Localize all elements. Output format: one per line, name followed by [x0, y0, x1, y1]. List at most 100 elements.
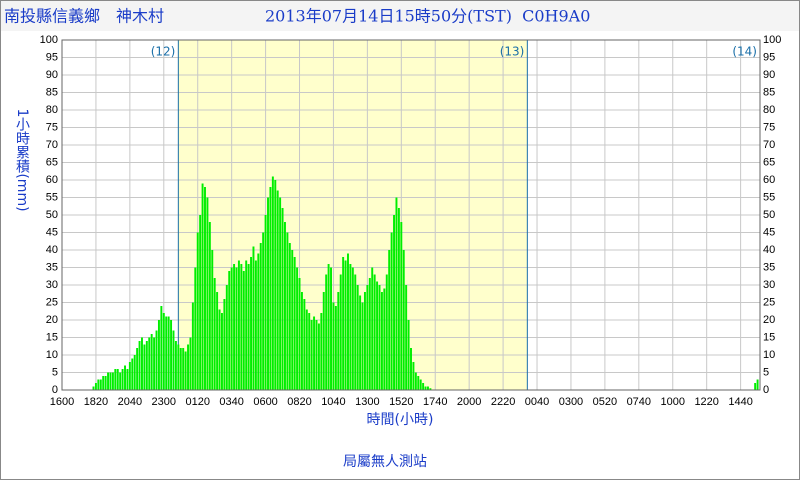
bar — [94, 383, 97, 390]
y-tick-label: 10 — [46, 349, 58, 361]
y-tick-label: 95 — [46, 51, 58, 63]
y-tick-label: 65 — [46, 156, 58, 168]
y2-tick-label: 35 — [763, 261, 775, 273]
bar — [412, 362, 415, 390]
y-tick-label: 60 — [46, 174, 58, 186]
bar — [150, 334, 153, 390]
y2-tick-label: 20 — [763, 314, 775, 326]
bar — [414, 372, 417, 390]
bar — [397, 208, 400, 390]
bar — [148, 337, 151, 390]
bar — [223, 299, 226, 390]
y2-tick-label: 80 — [763, 104, 775, 116]
x-tick-label: 1740 — [423, 396, 447, 408]
y-tick-label: 25 — [46, 296, 58, 308]
y2-tick-label: 55 — [763, 191, 775, 203]
bar — [269, 187, 272, 390]
x-tick-label: 2220 — [491, 396, 515, 408]
header-bg — [1, 1, 799, 31]
bar — [250, 257, 253, 390]
bar — [354, 274, 357, 390]
bar — [410, 348, 412, 390]
bar — [393, 215, 396, 390]
bar — [162, 313, 165, 390]
y2-tick-label: 50 — [763, 209, 775, 221]
bar — [322, 292, 325, 390]
bar — [276, 190, 279, 390]
bar — [293, 257, 296, 390]
bar — [320, 313, 323, 390]
bar — [754, 383, 757, 390]
bar — [237, 260, 240, 390]
bar — [267, 197, 269, 390]
bar — [172, 330, 175, 390]
bar — [245, 260, 248, 390]
bar — [230, 267, 233, 390]
bar — [422, 383, 425, 390]
footer: 局屬無人測站 — [343, 454, 427, 470]
bar — [315, 320, 318, 390]
y2-tick-label: 70 — [763, 139, 775, 151]
bar — [109, 372, 112, 390]
y2-tick-label: 0 — [763, 384, 769, 396]
y-tick-label: 55 — [46, 191, 58, 203]
bar — [368, 278, 371, 390]
bar — [133, 355, 136, 390]
x-tick-label: 0820 — [287, 396, 311, 408]
bar — [371, 267, 374, 390]
y2-tick-label: 95 — [763, 51, 775, 63]
y-tick-label: 70 — [46, 139, 58, 151]
x-axis-label: 時間(小時) — [367, 412, 434, 428]
bar — [124, 365, 126, 390]
bar — [160, 306, 163, 390]
bar — [756, 379, 759, 390]
y-tick-label: 45 — [46, 226, 58, 238]
bar — [344, 260, 347, 390]
bar — [179, 348, 182, 390]
bar — [305, 309, 308, 390]
plot-border — [61, 39, 761, 391]
bar — [107, 372, 110, 390]
x-tick-label: 0740 — [627, 396, 651, 408]
bar — [400, 222, 403, 390]
bar — [366, 285, 369, 390]
bar — [317, 323, 320, 390]
bar — [191, 302, 194, 390]
bar — [128, 362, 131, 390]
bar — [211, 250, 214, 390]
x-tick-label: 0120 — [185, 396, 209, 408]
x-tick-label: 1000 — [661, 396, 685, 408]
x-tick-label: 2040 — [118, 396, 142, 408]
bar — [337, 292, 340, 390]
bar — [388, 250, 391, 390]
x-tick-label: 1300 — [355, 396, 379, 408]
x-tick-label: 1520 — [389, 396, 413, 408]
x-tick-label: 1600 — [50, 396, 74, 408]
bar — [104, 376, 107, 390]
bar — [187, 344, 189, 390]
chart-subtitle: 2013年07月14日15時50分(TST) C0H9A0 — [265, 7, 590, 26]
bar — [380, 292, 383, 390]
bar — [332, 302, 335, 390]
bar — [259, 243, 262, 390]
bar — [303, 299, 306, 390]
bar — [145, 341, 148, 390]
bar — [155, 330, 158, 390]
bar — [308, 313, 311, 390]
bar — [242, 271, 245, 390]
bar — [330, 267, 332, 390]
y-tick-label: 40 — [46, 244, 58, 256]
bar — [349, 264, 352, 390]
bar — [102, 376, 105, 390]
y2-tick-label: 25 — [763, 296, 775, 308]
x-tick-label: 0600 — [253, 396, 277, 408]
bar — [177, 344, 180, 390]
bar — [206, 197, 209, 390]
x-tick-label: 1220 — [694, 396, 718, 408]
bar — [419, 379, 422, 390]
bar — [271, 176, 274, 390]
bar — [356, 285, 359, 390]
bar — [97, 379, 100, 390]
